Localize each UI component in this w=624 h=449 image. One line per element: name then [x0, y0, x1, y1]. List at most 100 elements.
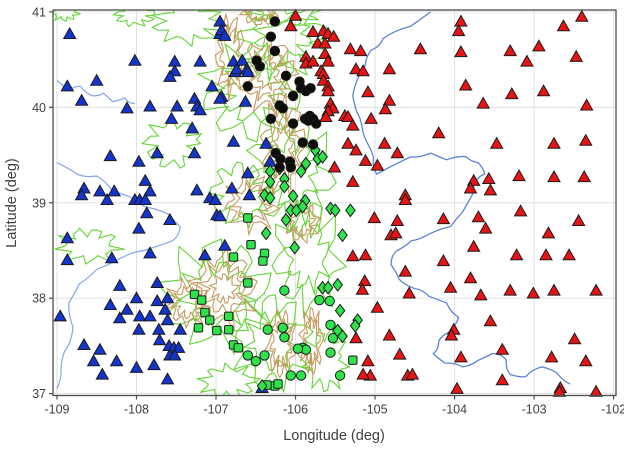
marker-black-circles [305, 83, 316, 94]
marker-blue-triangles [238, 94, 253, 107]
marker-red-triangles [402, 286, 417, 299]
marker-green-circles [334, 370, 346, 381]
marker-red-triangles [578, 133, 593, 146]
marker-blue-triangles [160, 313, 175, 326]
marker-blue-triangles [217, 28, 232, 41]
marker-red-triangles [345, 118, 360, 131]
marker-green-diamonds [297, 199, 309, 214]
marker-green-diamonds [337, 329, 348, 344]
marker-green-circles [277, 322, 288, 333]
marker-blue-triangles [147, 357, 161, 371]
marker-red-triangles [288, 8, 303, 21]
contour-line [245, 116, 337, 234]
marker-green-squares [228, 252, 239, 262]
station-markers [53, 8, 603, 397]
marker-blue-triangles [132, 309, 147, 322]
marker-blue-triangles [160, 372, 175, 385]
marker-red-triangles [589, 384, 603, 397]
contour-line [53, 10, 82, 22]
marker-green-circles [314, 294, 325, 306]
contour-line [282, 219, 331, 295]
x-tick-label: -107 [203, 403, 228, 417]
contour-line [280, 199, 323, 245]
marker-blue-triangles [112, 278, 127, 291]
marker-red-triangles [343, 42, 358, 55]
marker-red-triangles [579, 98, 594, 111]
contour-line [141, 115, 203, 169]
contour-line [287, 207, 317, 237]
x-tick-label: -108 [124, 403, 149, 417]
marker-red-triangles [398, 264, 413, 277]
marker-green-diamonds [280, 212, 292, 227]
contour-line [302, 316, 321, 366]
marker-red-triangles [341, 109, 355, 122]
marker-red-triangles [306, 54, 320, 67]
marker-red-triangles [541, 226, 556, 239]
marker-red-triangles [345, 174, 360, 187]
marker-red-triangles [495, 373, 510, 386]
marker-red-triangles [341, 136, 355, 149]
marker-red-triangles [388, 226, 403, 239]
marker-blue-triangles [112, 311, 127, 324]
marker-black-circles [287, 118, 299, 129]
y-tick-label: 38 [32, 292, 46, 306]
marker-green-diamonds [256, 378, 268, 394]
marker-blue-triangles [185, 121, 200, 134]
marker-red-triangles [466, 239, 481, 252]
marker-green-circles [242, 350, 254, 361]
marker-blue-triangles [93, 342, 107, 355]
marker-blue-triangles [132, 154, 146, 167]
marker-green-squares [197, 295, 207, 305]
marker-green-squares [189, 289, 200, 300]
marker-red-triangles [536, 84, 551, 97]
marker-blue-triangles [164, 111, 179, 124]
marker-green-diamonds [287, 189, 299, 204]
marker-red-triangles [532, 39, 546, 52]
marker-blue-triangles [152, 333, 167, 346]
marker-green-squares [212, 325, 222, 336]
marker-black-circles [269, 45, 281, 57]
marker-red-triangles [454, 14, 468, 27]
marker-red-triangles [390, 213, 405, 226]
marker-blue-triangles [170, 99, 184, 112]
contour-line [253, 55, 281, 91]
marker-green-circles [325, 347, 336, 358]
marker-blue-triangles [226, 134, 241, 147]
marker-red-triangles [495, 342, 510, 355]
marker-blue-triangles [151, 322, 166, 335]
marker-green-circles [295, 370, 307, 381]
contour-line [54, 227, 125, 265]
marker-red-triangles [283, 19, 298, 32]
y-tick-label: 37 [32, 387, 46, 401]
marker-black-circles [280, 70, 292, 82]
contour-line [272, 123, 295, 168]
marker-green-diamonds [264, 174, 276, 189]
marker-blue-triangles [132, 221, 146, 234]
marker-red-triangles [327, 160, 342, 173]
marker-red-triangles [481, 171, 496, 184]
marker-red-triangles [436, 211, 451, 225]
marker-green-circles [327, 333, 339, 344]
marker-blue-triangles [193, 54, 207, 67]
marker-blue-triangles [187, 91, 202, 104]
marker-green-squares [259, 248, 270, 259]
marker-blue-triangles [74, 188, 89, 201]
marker-blue-triangles [167, 348, 182, 361]
marker-red-triangles [390, 146, 405, 159]
y-axis-label: Latitude (deg) [4, 158, 20, 247]
x-tick-label: -102 [601, 403, 624, 417]
contour-line [196, 259, 251, 318]
marker-blue-triangles [259, 136, 273, 149]
marker-red-triangles [405, 367, 420, 380]
marker-blue-triangles [60, 79, 75, 92]
contour-line [111, 10, 157, 28]
marker-blue-triangles [138, 192, 153, 205]
marker-red-triangles [463, 181, 478, 194]
marker-blue-triangles [150, 146, 165, 159]
river-west [56, 162, 181, 390]
marker-red-triangles [345, 249, 360, 262]
x-tick-label: -105 [363, 403, 388, 417]
marker-green-squares [224, 325, 234, 335]
marker-blue-triangles [242, 188, 257, 201]
